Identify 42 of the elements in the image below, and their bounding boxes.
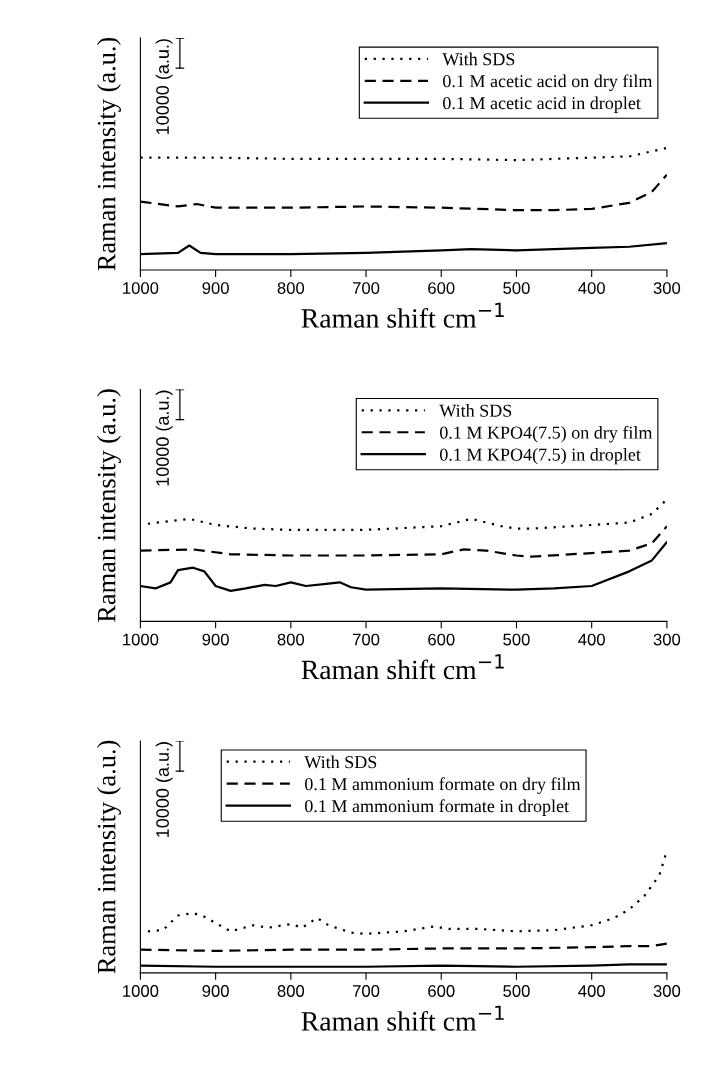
x-tick-label: 300 <box>653 985 681 997</box>
legend-label: With SDS <box>439 404 512 417</box>
x-tick-label: 400 <box>578 633 605 646</box>
x-axis-title: Raman shift cm$^{−1}$ <box>301 654 504 680</box>
x-tick-label: 600 <box>428 985 455 997</box>
x-tick-label: 600 <box>428 282 455 294</box>
x-axis-title: Raman shift cm$^{−1}$ <box>301 1005 504 1031</box>
x-tick-label: 500 <box>503 633 530 646</box>
x-tick-label: 900 <box>202 633 229 646</box>
legend-label: 0.1 M acetic acid in droplet <box>443 96 641 113</box>
x-tick-label: 300 <box>653 282 681 294</box>
x-tick-label: 700 <box>352 985 380 997</box>
legend-label: 0.1 M ammonium formate in droplet <box>305 799 569 816</box>
legend-label: 0.1 M KPO4(7.5) in droplet <box>440 447 641 465</box>
text: 10000 (a.u.) <box>155 39 173 135</box>
text: 10000 (a.u.) <box>155 390 173 486</box>
legend-label: 0.1 M ammonium formate on dry film <box>305 777 581 794</box>
x-tick-label: 800 <box>277 633 305 646</box>
x-tick-label: 800 <box>277 282 305 294</box>
legend-label: 0.1 M KPO4(7.5) on dry film <box>440 425 653 443</box>
x-tick-label: 1000 <box>123 985 159 997</box>
y-axis-title: Raman intensity (a.u.) <box>96 740 121 974</box>
x-tick-label: 800 <box>277 985 305 997</box>
x-tick-label: 900 <box>202 282 229 294</box>
y-axis-title: Raman intensity (a.u.) <box>96 389 121 622</box>
x-tick-label: 700 <box>352 633 380 646</box>
x-tick-label: 400 <box>578 985 605 997</box>
x-tick-label: 500 <box>503 282 530 294</box>
x-tick-label: 500 <box>503 985 530 997</box>
legend-label: 0.1 M acetic acid on dry film <box>443 74 653 91</box>
x-tick-label: 900 <box>202 985 229 997</box>
x-tick-label: 300 <box>653 633 681 646</box>
text: 10000 (a.u.) <box>155 742 173 837</box>
legend-label: With SDS <box>442 52 515 66</box>
x-tick-label: 400 <box>578 282 605 294</box>
x-tick-label: 700 <box>352 282 380 294</box>
x-tick-label: 1000 <box>123 282 159 294</box>
x-tick-label: 1000 <box>123 633 159 646</box>
y-axis-title: Raman intensity (a.u.) <box>96 37 121 271</box>
x-tick-label: 600 <box>428 633 455 646</box>
x-axis-title: Raman shift cm$^{−1}$ <box>301 302 504 328</box>
legend-label: With SDS <box>304 755 377 769</box>
